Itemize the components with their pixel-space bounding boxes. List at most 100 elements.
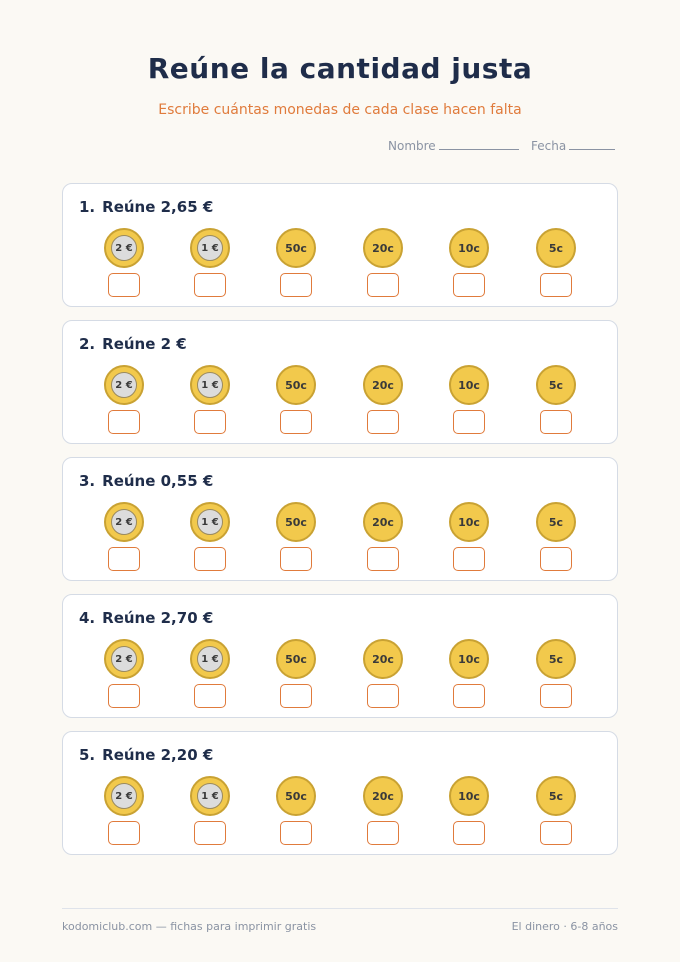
problem-title: 4. Reúne 2,70 € [79,609,213,627]
coin: 50c [276,776,316,816]
coin: 1 € [190,776,230,816]
answer-box[interactable] [540,821,572,845]
problem-text: Reúne 2,65 € [102,198,214,216]
problem-text: Reúne 2,20 € [102,746,214,764]
coin: 2 € [104,228,144,268]
date-label: Fecha [531,139,567,153]
problem-title: 5. Reúne 2,20 € [79,746,213,764]
answer-box[interactable] [280,410,312,434]
answer-box[interactable] [108,547,140,571]
coin-label: 20c [372,378,394,392]
answer-box[interactable] [194,273,226,297]
problem-title: 1. Reúne 2,65 € [79,198,213,216]
coin: 2 € [104,639,144,679]
answer-box[interactable] [367,410,399,434]
answer-box[interactable] [540,410,572,434]
coin: 20c [363,639,403,679]
answer-box[interactable] [453,684,485,708]
coin: 20c [363,776,403,816]
problem-title: 2. Reúne 2 € [79,335,187,353]
answer-box[interactable] [280,821,312,845]
coin: 50c [276,228,316,268]
coin-label: 5c [548,241,564,255]
coin: 1 € [190,502,230,542]
name-line [438,139,519,150]
problem-number: 4. [79,609,96,627]
coin: 1 € [190,365,230,405]
problem-text: Reúne 0,55 € [102,472,214,490]
problem-card: 5. Reúne 2,20 € 2 € 1 € 50c 20c 10c 5c [62,731,618,855]
answer-box[interactable] [540,273,572,297]
coin: 1 € [190,639,230,679]
coin-label: 5c [548,789,564,803]
answer-box[interactable] [280,684,312,708]
coin: 10c [449,365,489,405]
coin: 5c [536,228,576,268]
coin-label: 20c [372,789,394,803]
answer-box[interactable] [367,273,399,297]
subtitle: Escribe cuántas monedas de cada clase ha… [158,102,522,118]
coin: 10c [449,776,489,816]
coin: 20c [363,502,403,542]
coin: 2 € [104,776,144,816]
coin: 2 € [104,365,144,405]
problem-text: Reúne 2,70 € [102,609,214,627]
name-label: Nombre [388,139,436,153]
coin-label: 2 € [111,235,137,261]
footer-left: kodomiclub.com — fichas para imprimir gr… [62,920,317,933]
answer-box[interactable] [453,410,485,434]
answer-box[interactable] [194,547,226,571]
problem-text: Reúne 2 € [102,335,187,353]
name-field: Nombre [388,139,519,153]
coin-label: 20c [372,515,394,529]
coin-label: 10c [458,652,480,666]
coin-label: 50c [285,515,307,529]
answer-box[interactable] [367,547,399,571]
coin-label: 50c [285,241,307,255]
answer-box[interactable] [367,821,399,845]
coin: 5c [536,502,576,542]
coin-label: 10c [458,789,480,803]
coin: 5c [536,365,576,405]
coin: 50c [276,639,316,679]
coin-label: 20c [372,241,394,255]
answer-box[interactable] [194,684,226,708]
answer-box[interactable] [367,684,399,708]
answer-box[interactable] [453,547,485,571]
answer-box[interactable] [108,684,140,708]
coin-label: 1 € [197,783,223,809]
coin-label: 5c [548,378,564,392]
problem-title: 3. Reúne 0,55 € [79,472,213,490]
answer-box[interactable] [280,273,312,297]
answer-box[interactable] [453,821,485,845]
coin-label: 1 € [197,372,223,398]
coin-label: 10c [458,515,480,529]
answer-box[interactable] [108,821,140,845]
problem-card: 4. Reúne 2,70 € 2 € 1 € 50c 20c 10c 5c [62,594,618,718]
problem-number: 5. [79,746,96,764]
problem-card: 3. Reúne 0,55 € 2 € 1 € 50c 20c 10c 5c [62,457,618,581]
coin-label: 2 € [111,509,137,535]
answer-box[interactable] [194,410,226,434]
problem-card: 1. Reúne 2,65 € 2 € 1 € 50c 20c 10c 5c [62,183,618,307]
problem-number: 2. [79,335,96,353]
coin-label: 10c [458,241,480,255]
coin: 20c [363,365,403,405]
answer-box[interactable] [453,273,485,297]
answer-box[interactable] [194,821,226,845]
answer-box[interactable] [280,547,312,571]
problem-number: 1. [79,198,96,216]
coin: 10c [449,639,489,679]
footer-right: El dinero · 6-8 años [511,920,618,933]
answer-box[interactable] [540,684,572,708]
coin: 10c [449,502,489,542]
date-field: Fecha [531,139,616,153]
answer-box[interactable] [108,410,140,434]
coin: 5c [536,776,576,816]
answer-box[interactable] [540,547,572,571]
coin: 5c [536,639,576,679]
coin: 20c [363,228,403,268]
answer-box[interactable] [108,273,140,297]
coin-label: 50c [285,789,307,803]
